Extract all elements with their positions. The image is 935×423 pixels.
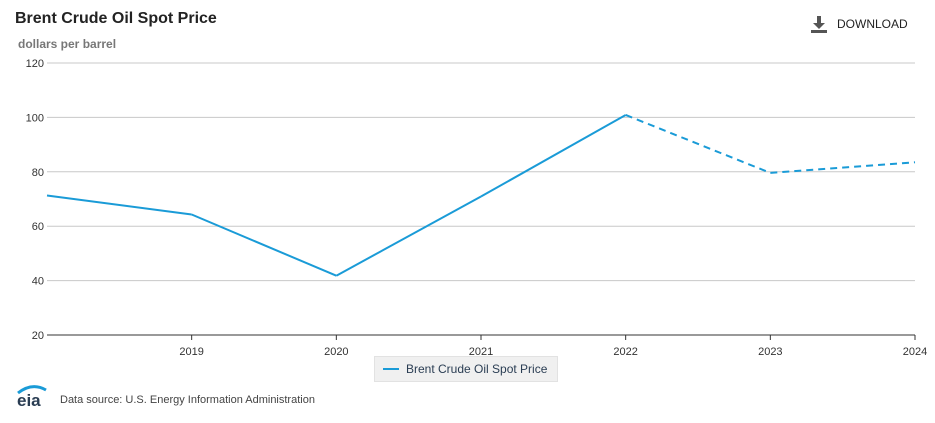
y-tick-label: 100: [26, 112, 44, 124]
legend-label: Brent Crude Oil Spot Price: [406, 362, 548, 376]
series-segment: [335, 195, 482, 277]
units-label: dollars per barrel: [18, 37, 117, 51]
series-segment: [770, 161, 916, 174]
eia-logo: eia: [17, 385, 47, 408]
x-tick-label: 2024: [903, 346, 927, 358]
series-segment: [480, 114, 627, 198]
y-tick-label: 120: [26, 58, 44, 70]
eia-logo-text: eia: [17, 391, 41, 408]
x-tick-label: 2019: [179, 346, 203, 358]
legend-swatch: [383, 368, 399, 370]
download-button[interactable]: DOWNLOAD: [809, 14, 908, 34]
x-tick-label: 2022: [613, 346, 637, 358]
data-source: Data source: U.S. Energy Information Adm…: [60, 394, 315, 406]
y-tick-label: 20: [32, 330, 44, 342]
footer: eia: [15, 380, 49, 408]
series-segment: [46, 194, 192, 216]
legend-item[interactable]: Brent Crude Oil Spot Price: [374, 356, 559, 382]
y-tick-label: 60: [32, 221, 44, 233]
x-tick-label: 2020: [324, 346, 348, 358]
y-tick-label: 80: [32, 167, 44, 179]
download-icon: [811, 16, 827, 33]
x-tick-label: 2021: [469, 346, 493, 358]
series-segment: [191, 213, 337, 277]
x-tick-label: 2023: [758, 346, 782, 358]
series-segment: [625, 114, 771, 174]
download-label: DOWNLOAD: [837, 17, 908, 31]
chart-title: Brent Crude Oil Spot Price: [15, 10, 217, 27]
y-tick-label: 40: [32, 276, 44, 288]
